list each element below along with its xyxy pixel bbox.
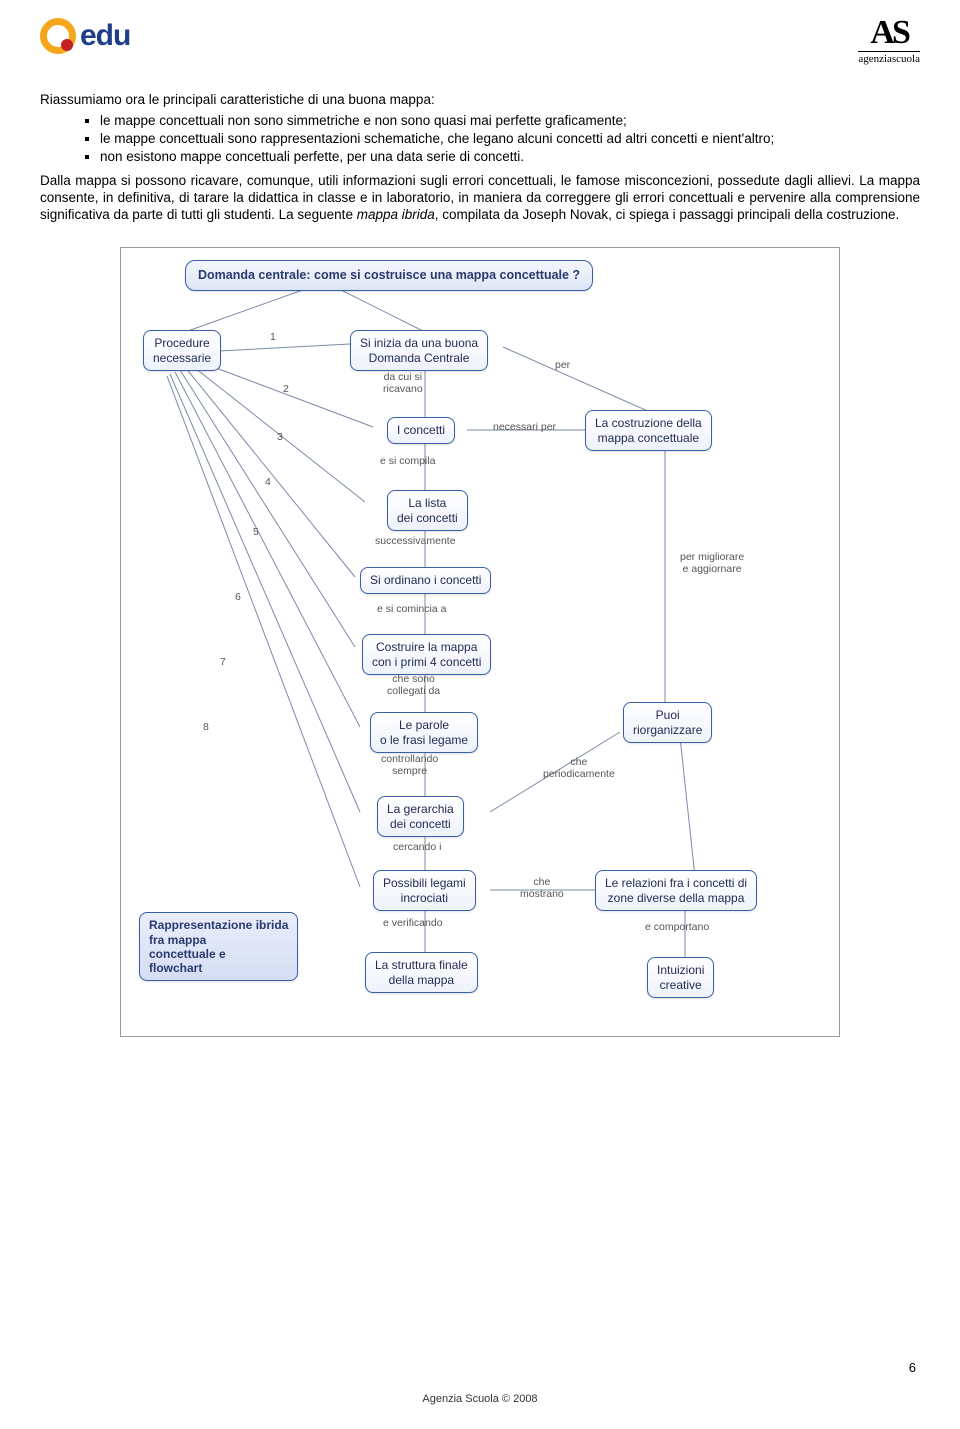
edge-num-5: 5 [253, 527, 259, 539]
logo-edu: edu [40, 18, 130, 54]
page-footer: Agenzia Scuola © 2008 [0, 1393, 960, 1405]
node-hybrid: Rappresentazione ibridafra mappaconcettu… [139, 912, 298, 981]
node-legami: Possibili legamiincrociati [373, 870, 476, 910]
logo-edu-text: edu [80, 19, 130, 53]
edge-num-8: 8 [203, 722, 209, 734]
node-costruire: Costruire la mappacon i primi 4 concetti [362, 634, 491, 674]
node-procedure: Procedurenecessarie [143, 330, 221, 370]
edge-controllando: controllandosempre [381, 754, 438, 778]
logo-agenziascuola: AS agenziascuola [858, 18, 920, 65]
diagram-frame: Domanda centrale: come si costruisce una… [120, 247, 840, 1037]
edge-verificando: e verificando [383, 918, 443, 930]
body-text: Riassumiamo ora le principali caratteris… [40, 91, 920, 224]
node-concetti: I concetti [387, 417, 455, 443]
edge-num-6: 6 [235, 592, 241, 604]
edge-periodic: cheperiodicamente [543, 757, 615, 781]
edge-per: per [555, 360, 570, 372]
intro-line: Riassumiamo ora le principali caratteris… [40, 91, 920, 108]
node-gerarchia: La gerarchiadei concetti [377, 796, 464, 836]
node-struttura: La struttura finaledella mappa [365, 952, 478, 992]
edge-comincia: e si comincia a [377, 604, 446, 616]
para2-b: , compilata da Joseph Novak, ci spiega i… [435, 207, 900, 222]
para2-italic: mappa ibrida [357, 207, 435, 222]
bullet-3: non esistono mappe concettuali perfette,… [100, 148, 920, 165]
edge-migliorare: per miglioraree aggiornare [680, 552, 744, 576]
edge-success: successivamente [375, 536, 456, 548]
logo-as-text: AS [858, 18, 920, 49]
edge-num-1: 1 [270, 332, 276, 344]
bullet-1: le mappe concettuali non sono simmetrich… [100, 112, 920, 129]
edge-comportano: e comportano [645, 922, 709, 934]
node-lista: La listadei concetti [387, 490, 468, 530]
edge-num-2: 2 [283, 384, 289, 396]
logo-o-icon [40, 18, 76, 54]
page-number: 6 [909, 1360, 916, 1375]
concept-map-diagram: Domanda centrale: come si costruisce una… [125, 252, 835, 1032]
edge-compila: e si compila [380, 456, 435, 468]
page-header: edu AS agenziascuola [40, 18, 920, 65]
node-intuizioni: Intuizionicreative [647, 957, 714, 997]
node-start: Si inizia da una buonaDomanda Centrale [350, 330, 488, 370]
bullet-list: le mappe concettuali non sono simmetrich… [40, 112, 920, 166]
edge-dacui: da cui siricavano [383, 372, 423, 396]
edge-num-4: 4 [265, 477, 271, 489]
node-parole: Le paroleo le frasi legame [370, 712, 478, 752]
edge-necessari: necessari per [493, 422, 556, 434]
edge-mostrano: chemostrano [520, 877, 564, 901]
node-costruzione: La costruzione dellamappa concettuale [585, 410, 712, 450]
edge-collegati: che sonocollegati da [387, 674, 440, 698]
node-riorg: Puoiriorganizzare [623, 702, 712, 742]
node-title: Domanda centrale: come si costruisce una… [185, 260, 593, 291]
node-relazioni: Le relazioni fra i concetti dizone diver… [595, 870, 757, 910]
bullet-2: le mappe concettuali sono rappresentazio… [100, 130, 920, 147]
edge-num-7: 7 [220, 657, 226, 669]
edge-cercando: cercando i [393, 842, 441, 854]
logo-as-sub: agenziascuola [858, 51, 920, 65]
node-ordina: Si ordinano i concetti [360, 567, 491, 593]
edge-num-3: 3 [277, 432, 283, 444]
paragraph-2: Dalla mappa si possono ricavare, comunqu… [40, 172, 920, 224]
